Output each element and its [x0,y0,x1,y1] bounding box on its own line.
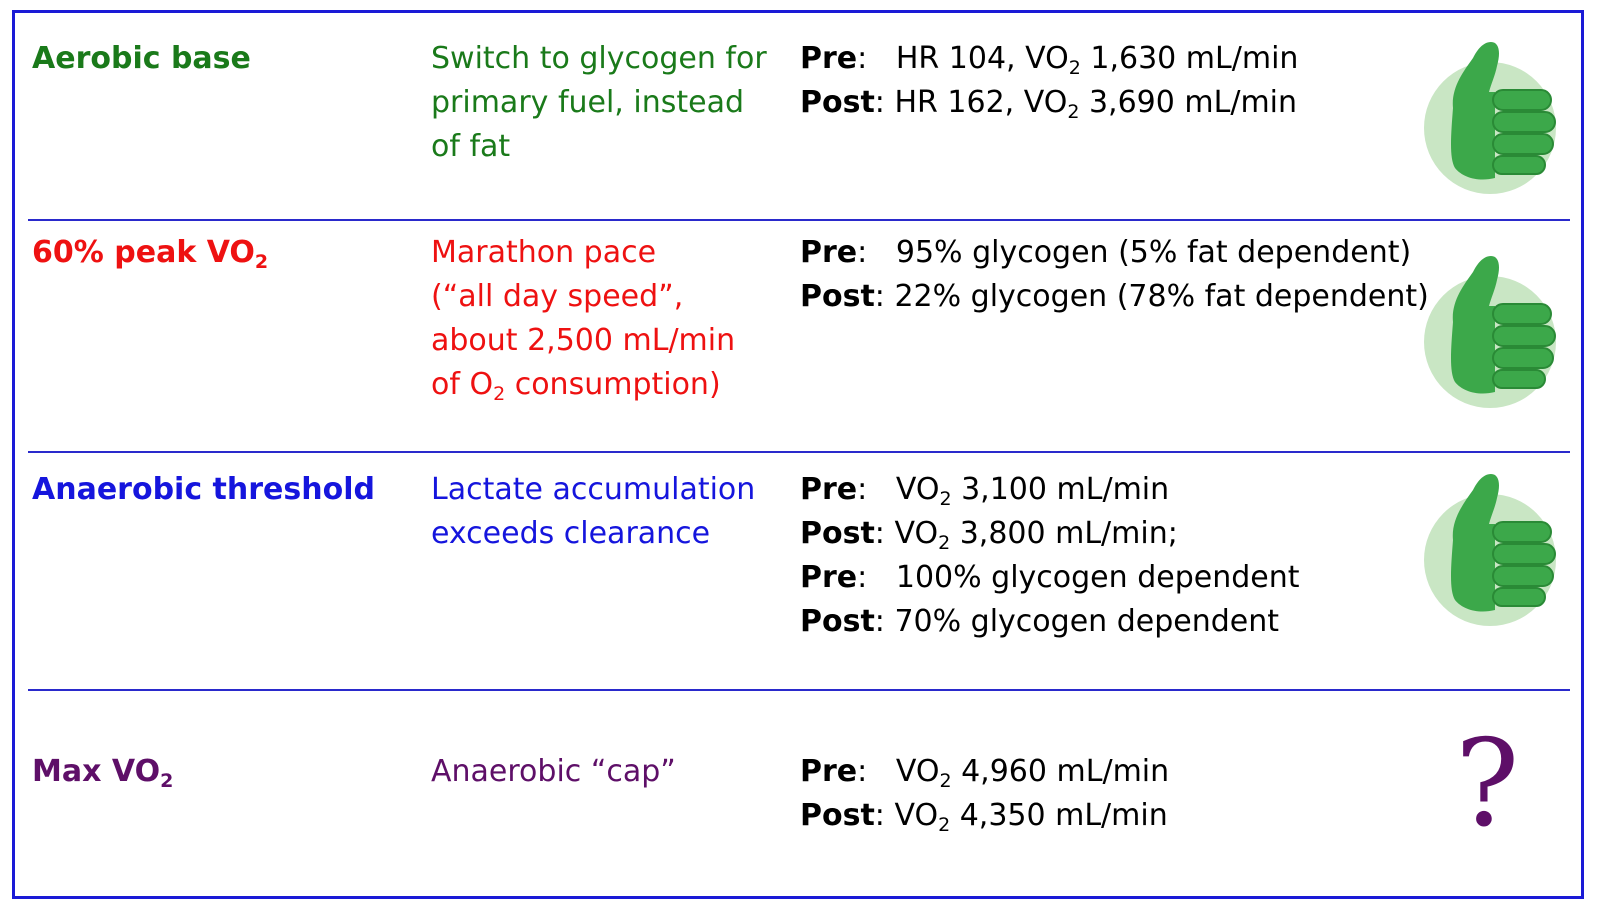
description-text: consumption) [505,367,721,402]
stat-text: 4,960 mL/min [951,754,1170,789]
description-line: exceeds clearance [431,516,711,551]
stat-label: Post [800,604,875,639]
stat-label: Pre [800,560,858,595]
row-name: 60% peak VO2 [32,231,268,275]
description-line: (“all day speed”, [431,279,684,314]
stat-line: Post: 22% glycogen (78% fat dependent) [800,279,1429,314]
stat-label: Post [800,85,875,120]
subscript: 2 [939,488,952,510]
stat-text: 4,350 mL/min [950,798,1168,833]
stat-line: Pre: 100% glycogen dependent [800,560,1300,595]
stat-text: 95% glycogen (5% fat dependent) [895,235,1412,270]
stat-line: Pre: 95% glycogen (5% fat dependent) [800,235,1412,270]
thumbs-up-icon [1424,474,1556,626]
stat-text: HR 104, VO [895,41,1069,76]
stat-label: Pre [800,235,858,270]
row-stats: Pre: 95% glycogen (5% fat dependent) Pos… [800,231,1429,319]
stat-text: 3,800 mL/min; [950,516,1178,551]
subscript: 2 [1067,101,1080,123]
stat-text: VO [895,754,940,789]
thumbs-up-icon [1424,42,1556,194]
description-line: about 2,500 mL/min [431,323,736,358]
row-name: Aerobic base [32,41,251,76]
row-description: Switch to glycogen for primary fuel, ins… [431,37,781,169]
description-line: of fat [431,129,511,164]
description-line: Marathon pace [431,235,657,270]
row-name: Anaerobic threshold [32,472,375,507]
row-divider [28,219,1570,221]
stat-label: Post [800,279,875,314]
stat-text: VO [894,798,939,833]
stat-text: 100% glycogen dependent [895,560,1300,595]
stat-line: Pre: VO2 3,100 mL/min [800,472,1170,510]
row-divider [28,451,1570,453]
stat-text: HR 162, VO [894,85,1068,120]
stat-text: VO [894,516,939,551]
subscript: 2 [938,814,951,836]
stat-line: Post: VO2 3,800 mL/min; [800,516,1178,554]
stat-line: Post: VO2 4,350 mL/min [800,798,1168,836]
row-description: Marathon pace (“all day speed”, about 2,… [431,231,781,407]
row-name-text: 60% peak VO [32,235,255,270]
stat-label: Pre [800,472,858,507]
description-text: of O [431,367,494,402]
subscript: 2 [1068,57,1081,79]
description-line: primary fuel, instead [431,85,745,120]
stat-text: 22% glycogen (78% fat dependent) [894,279,1429,314]
subscript: 2 [939,770,952,792]
description-line: Switch to glycogen for [431,41,767,76]
row-description: Lactate accumulation exceeds clearance [431,468,781,556]
stat-label: Post [800,798,875,833]
row-divider [28,689,1570,691]
stat-text: 1,630 mL/min [1080,41,1299,76]
stat-line: Post: HR 162, VO2 3,690 mL/min [800,85,1298,123]
question-mark-icon: ? [1455,715,1520,854]
row-stats: Pre: VO2 4,960 mL/min Post: VO2 4,350 mL… [800,750,1169,838]
stat-line: Post: 70% glycogen dependent [800,604,1279,639]
row-name: Max VO2 [32,750,173,794]
stat-line: Pre: HR 104, VO2 1,630 mL/min [800,41,1299,79]
row-name-text: Max VO [32,754,161,789]
thumbs-up-icon [1424,256,1556,408]
stat-label: Pre [800,754,858,789]
subscript: 2 [160,770,174,792]
description-line: of O2 consumption) [431,363,781,407]
stat-text: 3,100 mL/min [951,472,1170,507]
stat-label: Post [800,516,875,551]
description-line: Lactate accumulation [431,472,756,507]
stat-text: 70% glycogen dependent [894,604,1279,639]
stat-line: Pre: VO2 4,960 mL/min [800,754,1170,792]
subscript: 2 [254,251,269,273]
stat-label: Pre [800,41,858,76]
table-frame [12,10,1584,899]
stat-text: VO [895,472,940,507]
row-description: Anaerobic “cap” [431,750,781,794]
subscript: 2 [493,383,506,405]
description-line: Anaerobic “cap” [431,754,676,789]
stat-text: 3,690 mL/min [1079,85,1298,120]
row-stats: Pre: HR 104, VO2 1,630 mL/min Post: HR 1… [800,37,1298,125]
subscript: 2 [938,532,951,554]
row-stats: Pre: VO2 3,100 mL/min Post: VO2 3,800 mL… [800,468,1299,644]
